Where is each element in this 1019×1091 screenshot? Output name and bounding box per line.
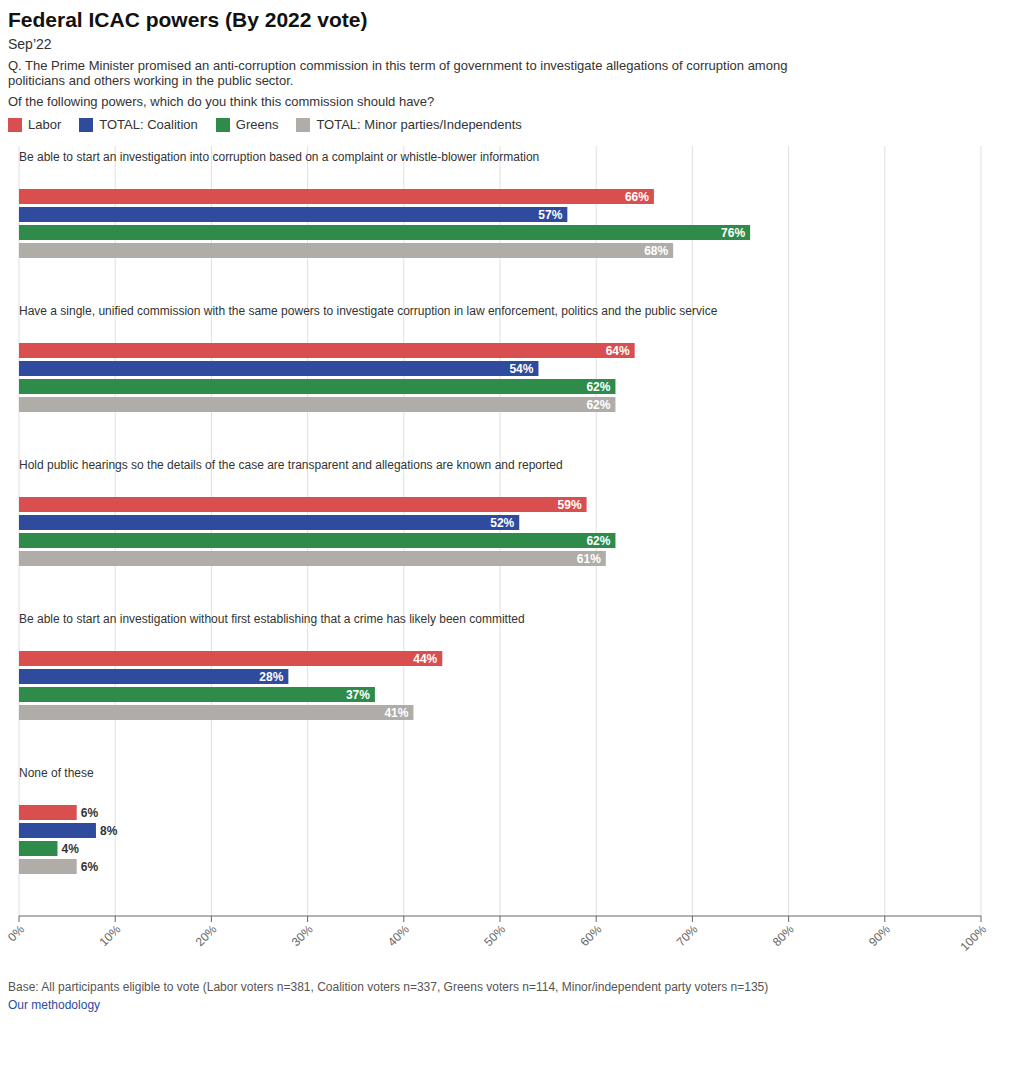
svg-text:68%: 68% [644,244,668,258]
svg-text:50%: 50% [481,922,508,949]
svg-text:66%: 66% [625,190,649,204]
html-text:Federal ICAC powers (By 2022 v: Federal ICAC powers (By 2022 vote) [8,8,368,31]
svg-text:0%: 0% [8,922,27,944]
svg-text:Be able to start an investigat: Be able to start an investigation withou… [19,612,525,626]
svg-text:Have a single, unified commiss: Have a single, unified commission with t… [19,304,718,318]
html-text:Labor: Labor [28,117,62,132]
svg-text:64%: 64% [606,344,630,358]
svg-text:20%: 20% [193,922,220,949]
svg-text:Hold public hearings so the de: Hold public hearings so the details of t… [19,458,563,472]
html-text:Of the following powers, which: Of the following powers, which do you th… [8,94,435,109]
svg-text:62%: 62% [586,380,610,394]
svg-text:Be able to start an investigat: Be able to start an investigation into c… [19,150,539,164]
html-text:Base: All participants eligibl: Base: All participants eligible to vote … [8,980,769,994]
svg-text:59%: 59% [558,498,582,512]
svg-text:40%: 40% [385,922,412,949]
html-text:Sep’22: Sep’22 [8,36,52,52]
svg-text:41%: 41% [384,706,408,720]
svg-text:6%: 6% [81,806,99,820]
svg-text:62%: 62% [586,534,610,548]
svg-text:80%: 80% [770,922,797,949]
html-text:Q. The Prime Minister promised: Q. The Prime Minister promised an anti-c… [8,58,788,88]
svg-text:57%: 57% [538,208,562,222]
svg-text:10%: 10% [96,922,123,949]
html-text:Greens: Greens [235,117,279,132]
html-text:Our methodology: Our methodology [8,998,101,1012]
svg-text:100%: 100% [958,922,990,954]
svg-text:8%: 8% [100,824,118,838]
svg-text:60%: 60% [577,922,604,949]
svg-text:30%: 30% [289,922,316,949]
svg-text:61%: 61% [577,552,601,566]
html-text:TOTAL: Minor parties/Independe: TOTAL: Minor parties/Independents [316,117,522,132]
html-text:TOTAL: Coalition: TOTAL: Coalition [99,117,198,132]
svg-text:54%: 54% [509,362,533,376]
svg-text:52%: 52% [490,516,514,530]
svg-text:6%: 6% [81,860,99,874]
svg-text:90%: 90% [866,922,893,949]
svg-text:44%: 44% [413,652,437,666]
svg-text:28%: 28% [259,670,283,684]
svg-text:None of these: None of these [19,766,94,780]
svg-text:4%: 4% [61,842,79,856]
svg-text:76%: 76% [721,226,745,240]
svg-text:62%: 62% [586,398,610,412]
svg-text:37%: 37% [346,688,370,702]
svg-text:70%: 70% [674,922,701,949]
